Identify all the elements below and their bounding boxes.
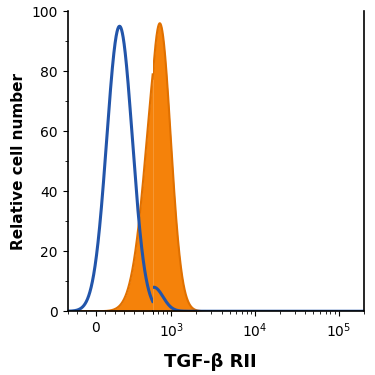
Y-axis label: Relative cell number: Relative cell number <box>11 73 26 250</box>
Text: TGF-β RII: TGF-β RII <box>164 353 256 371</box>
